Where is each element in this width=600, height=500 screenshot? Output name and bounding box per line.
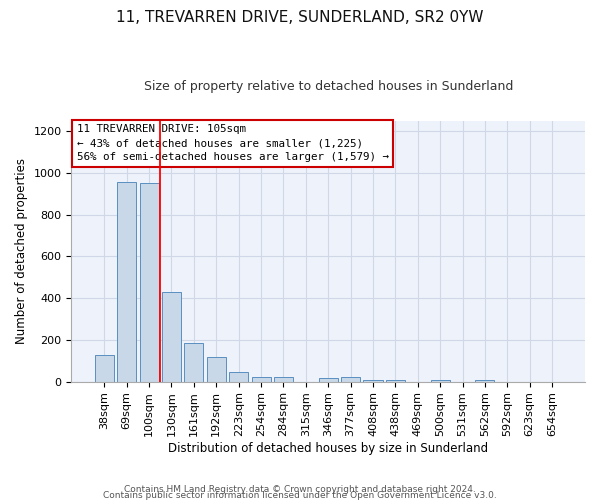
Bar [140, 183, 158, 382]
Bar [251, 378, 271, 382]
Bar [95, 356, 114, 382]
Y-axis label: Number of detached properties: Number of detached properties [15, 158, 28, 344]
Bar [207, 356, 226, 382]
Text: 11, TREVARREN DRIVE, SUNDERLAND, SR2 0YW: 11, TREVARREN DRIVE, SUNDERLAND, SR2 0YW [116, 10, 484, 25]
Bar [319, 378, 338, 382]
Bar [117, 182, 136, 382]
Bar [386, 380, 405, 382]
X-axis label: Distribution of detached houses by size in Sunderland: Distribution of detached houses by size … [168, 442, 488, 455]
Bar [162, 292, 181, 382]
Bar [341, 378, 360, 382]
Text: Contains public sector information licensed under the Open Government Licence v3: Contains public sector information licen… [103, 490, 497, 500]
Bar [229, 372, 248, 382]
Bar [431, 380, 449, 382]
Bar [364, 380, 383, 382]
Bar [184, 343, 203, 382]
Bar [475, 380, 494, 382]
Title: Size of property relative to detached houses in Sunderland: Size of property relative to detached ho… [143, 80, 513, 93]
Text: 11 TREVARREN DRIVE: 105sqm
← 43% of detached houses are smaller (1,225)
56% of s: 11 TREVARREN DRIVE: 105sqm ← 43% of deta… [77, 124, 389, 162]
Text: Contains HM Land Registry data © Crown copyright and database right 2024.: Contains HM Land Registry data © Crown c… [124, 484, 476, 494]
Bar [274, 378, 293, 382]
